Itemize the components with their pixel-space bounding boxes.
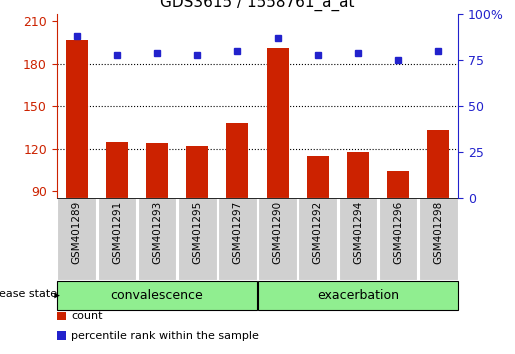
Bar bbox=[339, 198, 377, 280]
Text: count: count bbox=[71, 311, 102, 321]
Text: exacerbation: exacerbation bbox=[317, 289, 399, 302]
Text: GSM401295: GSM401295 bbox=[192, 201, 202, 264]
Bar bbox=[299, 198, 337, 280]
Bar bbox=[178, 198, 216, 280]
Text: GSM401294: GSM401294 bbox=[353, 201, 363, 264]
Text: convalescence: convalescence bbox=[111, 289, 203, 302]
Bar bbox=[379, 198, 417, 280]
Text: disease state: disease state bbox=[0, 289, 57, 299]
Bar bbox=[227, 123, 248, 198]
Bar bbox=[419, 198, 457, 280]
Text: GSM401291: GSM401291 bbox=[112, 201, 122, 264]
Bar bbox=[267, 48, 288, 198]
Bar bbox=[106, 142, 128, 198]
Bar bbox=[66, 40, 88, 198]
Bar bbox=[347, 152, 369, 198]
Bar bbox=[307, 156, 329, 198]
Bar bbox=[58, 198, 96, 280]
Bar bbox=[387, 171, 409, 198]
Text: GSM401290: GSM401290 bbox=[272, 201, 283, 264]
Bar bbox=[259, 281, 457, 310]
Bar bbox=[138, 198, 176, 280]
Bar bbox=[58, 281, 256, 310]
Text: GSM401296: GSM401296 bbox=[393, 201, 403, 264]
Bar bbox=[218, 198, 256, 280]
Text: GSM401298: GSM401298 bbox=[433, 201, 443, 264]
Title: GDS3615 / 1558761_a_at: GDS3615 / 1558761_a_at bbox=[160, 0, 355, 11]
Text: GSM401297: GSM401297 bbox=[232, 201, 243, 264]
Text: GSM401293: GSM401293 bbox=[152, 201, 162, 264]
Bar bbox=[98, 198, 136, 280]
Bar bbox=[186, 146, 208, 198]
Text: GSM401289: GSM401289 bbox=[72, 201, 82, 264]
Text: percentile rank within the sample: percentile rank within the sample bbox=[71, 331, 259, 341]
Bar bbox=[427, 130, 449, 198]
Text: GSM401292: GSM401292 bbox=[313, 201, 323, 264]
Bar bbox=[259, 198, 297, 280]
Bar bbox=[146, 143, 168, 198]
